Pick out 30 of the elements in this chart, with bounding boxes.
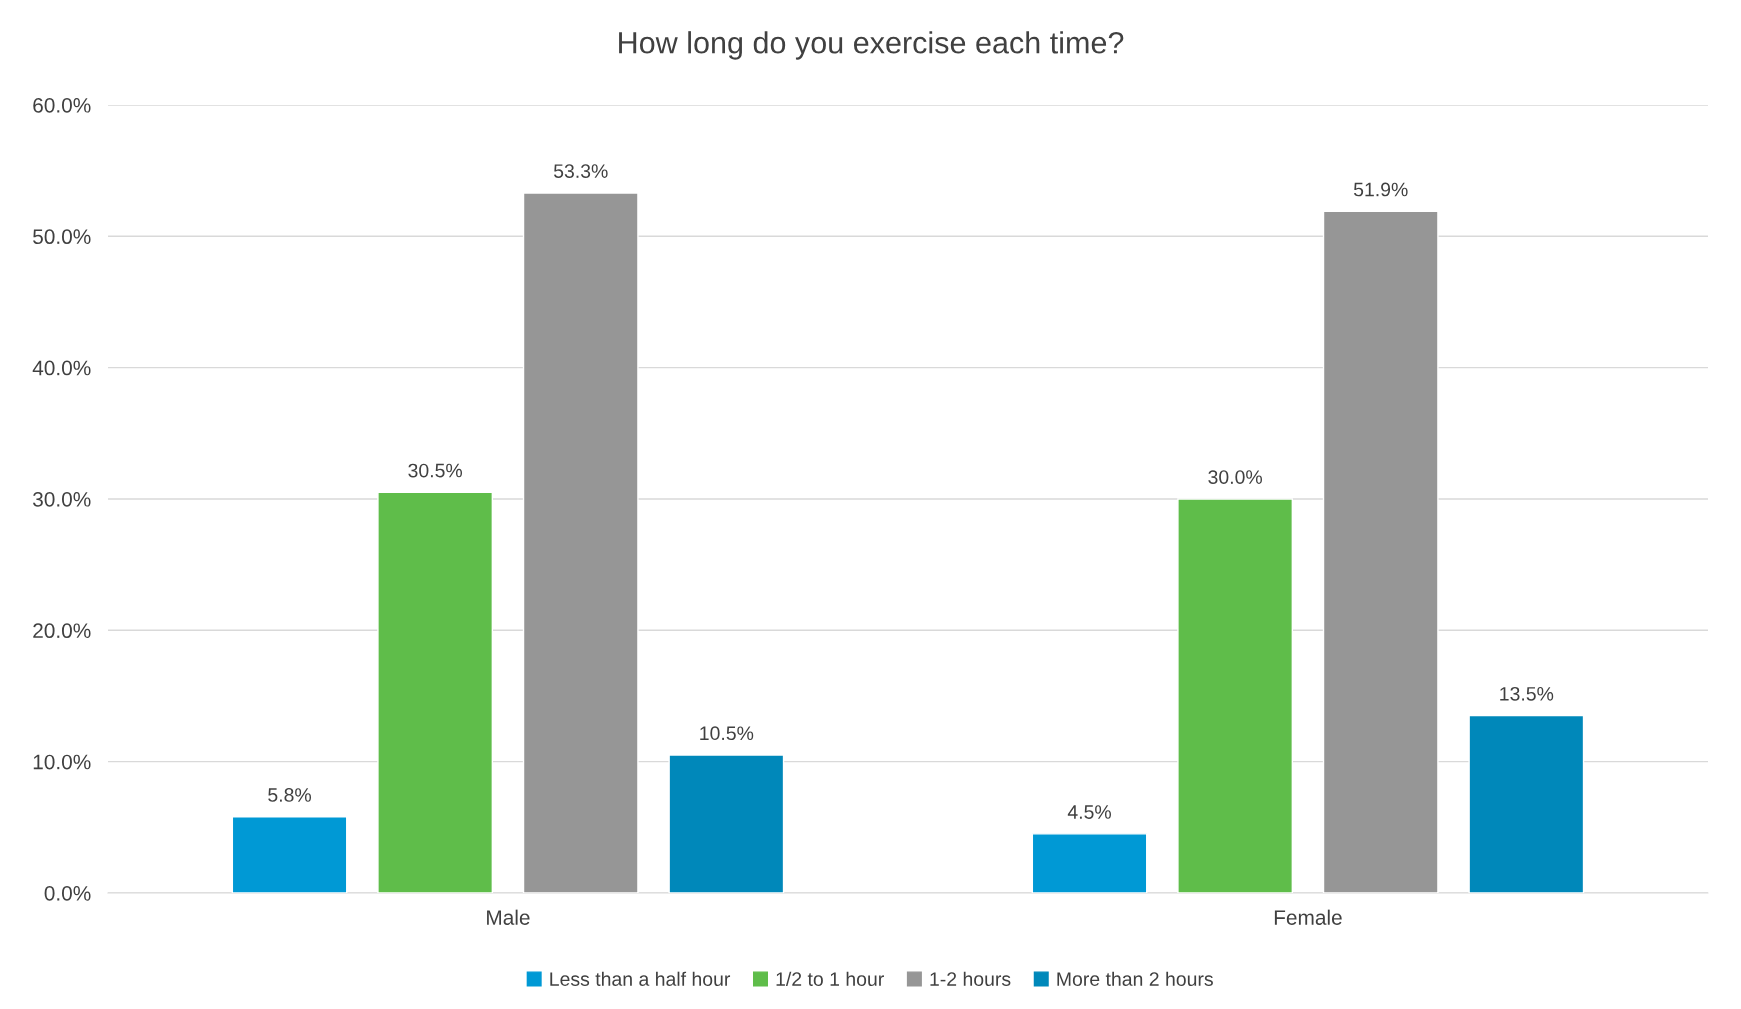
y-tick-label: 10.0% xyxy=(33,754,91,770)
bar xyxy=(1177,498,1294,893)
data-label: 51.9% xyxy=(1353,182,1408,197)
data-label: 5.8% xyxy=(268,788,312,802)
data-label: 53.3% xyxy=(553,164,608,178)
y-tick-label: 20.0% xyxy=(33,623,91,639)
bar xyxy=(1031,833,1148,893)
legend-label: Less than a half hour xyxy=(550,971,731,986)
chart-title: How long do you exercise each time? xyxy=(619,31,1124,60)
legend-label: 1/2 to 1 hour xyxy=(776,971,884,986)
x-tick-label: Female xyxy=(1274,909,1342,925)
legend-label: More than 2 hours xyxy=(1057,971,1213,986)
y-tick-label: 0.0% xyxy=(44,885,91,901)
bar xyxy=(231,816,348,893)
data-label: 30.5% xyxy=(408,463,463,478)
y-tick-label: 40.0% xyxy=(32,360,91,376)
y-tick-label: 60.0% xyxy=(33,97,91,113)
bar xyxy=(1322,210,1439,893)
data-label: 10.5% xyxy=(700,726,754,741)
bar xyxy=(1468,714,1585,893)
y-tick-label: 30.0% xyxy=(33,491,91,507)
bar xyxy=(668,754,785,893)
x-tick-label: Male xyxy=(487,909,530,925)
bar xyxy=(377,491,494,893)
data-label: 4.5% xyxy=(1067,805,1111,819)
data-label: 13.5% xyxy=(1500,686,1554,701)
bar xyxy=(522,192,639,893)
data-label: 30.0% xyxy=(1208,470,1262,484)
y-tick-label: 50.0% xyxy=(33,229,91,245)
legend-label: 1-2 hours xyxy=(930,971,1011,986)
